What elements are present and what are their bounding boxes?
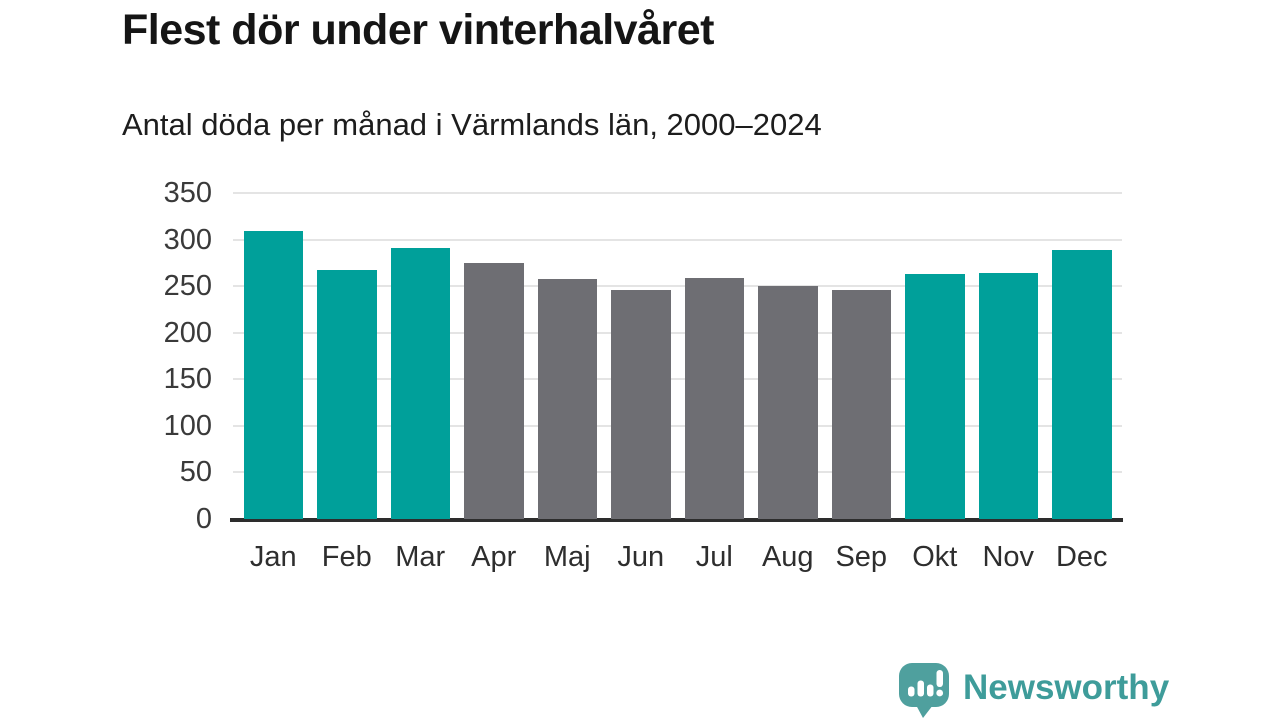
gridline-100 (233, 424, 1122, 427)
chart-subtitle: Antal döda per månad i Värmlands län, 20… (122, 107, 822, 142)
x-tick-label-okt: Okt (912, 541, 958, 573)
x-tick-label-jan: Jan (249, 541, 297, 573)
x-tick-label-sep: Sep (835, 541, 888, 573)
y-tick-label-350: 350 (163, 177, 212, 209)
bar-sep (831, 289, 891, 519)
brand-name: Newsworthy (963, 668, 1170, 707)
gridline-250 (233, 285, 1122, 288)
bar-nov (978, 273, 1038, 519)
y-tick-label-0: 0 (195, 503, 212, 535)
plot-area (230, 192, 1123, 522)
bar-apr (464, 262, 524, 519)
newsworthy-chart-speech-bubble-icon (899, 663, 949, 718)
gridline-350 (233, 192, 1122, 194)
x-tick-label-nov: Nov (982, 541, 1035, 573)
logo-bar-tall (917, 680, 924, 697)
gridline-50 (233, 471, 1122, 474)
x-tick-label-aug: Aug (761, 541, 814, 573)
logo-exclamation-dot (936, 689, 944, 697)
logo-exclamation-line (936, 670, 943, 687)
gridline-150 (233, 378, 1122, 381)
bar-aug (758, 286, 818, 519)
x-axis-labels: Jan Feb Mar Apr Maj Jun Jul Aug Sep Okt Nov Dec (233, 541, 1122, 581)
bar-mar (390, 247, 450, 519)
x-tick-label-mar: Mar (395, 541, 446, 573)
bar-jan (243, 231, 303, 519)
bar-jul (684, 277, 744, 519)
bar-maj (537, 278, 597, 519)
gridline-300 (233, 238, 1122, 241)
x-tick-label-maj: Maj (543, 541, 591, 573)
bar-jun (611, 289, 671, 519)
x-tick-label-jun: Jun (617, 541, 665, 573)
logo-bar-medium (927, 684, 934, 697)
logo-bar-small (908, 686, 915, 697)
y-tick-label-50: 50 (179, 456, 212, 489)
x-tick-label-feb: Feb (321, 541, 372, 573)
bar-okt (905, 274, 965, 519)
y-tick-label-200: 200 (163, 316, 212, 349)
bar-feb (317, 270, 377, 519)
gridline-200 (233, 331, 1122, 334)
y-tick-label-150: 150 (163, 363, 212, 396)
x-tick-label-dec: Dec (1055, 541, 1108, 573)
y-tick-label-250: 250 (163, 270, 212, 303)
x-tick-label-jul: Jul (695, 541, 733, 573)
x-tick-label-apr: Apr (471, 541, 517, 573)
bar-dec (1052, 249, 1112, 519)
y-tick-label-100: 100 (163, 409, 212, 442)
chart-title: Flest dör under vinterhalvåret (122, 6, 714, 54)
x-axis-line (230, 518, 1123, 522)
y-axis: 0 50 100 150 200 250 300 350 (97, 177, 212, 535)
y-tick-label-300: 300 (163, 223, 212, 256)
